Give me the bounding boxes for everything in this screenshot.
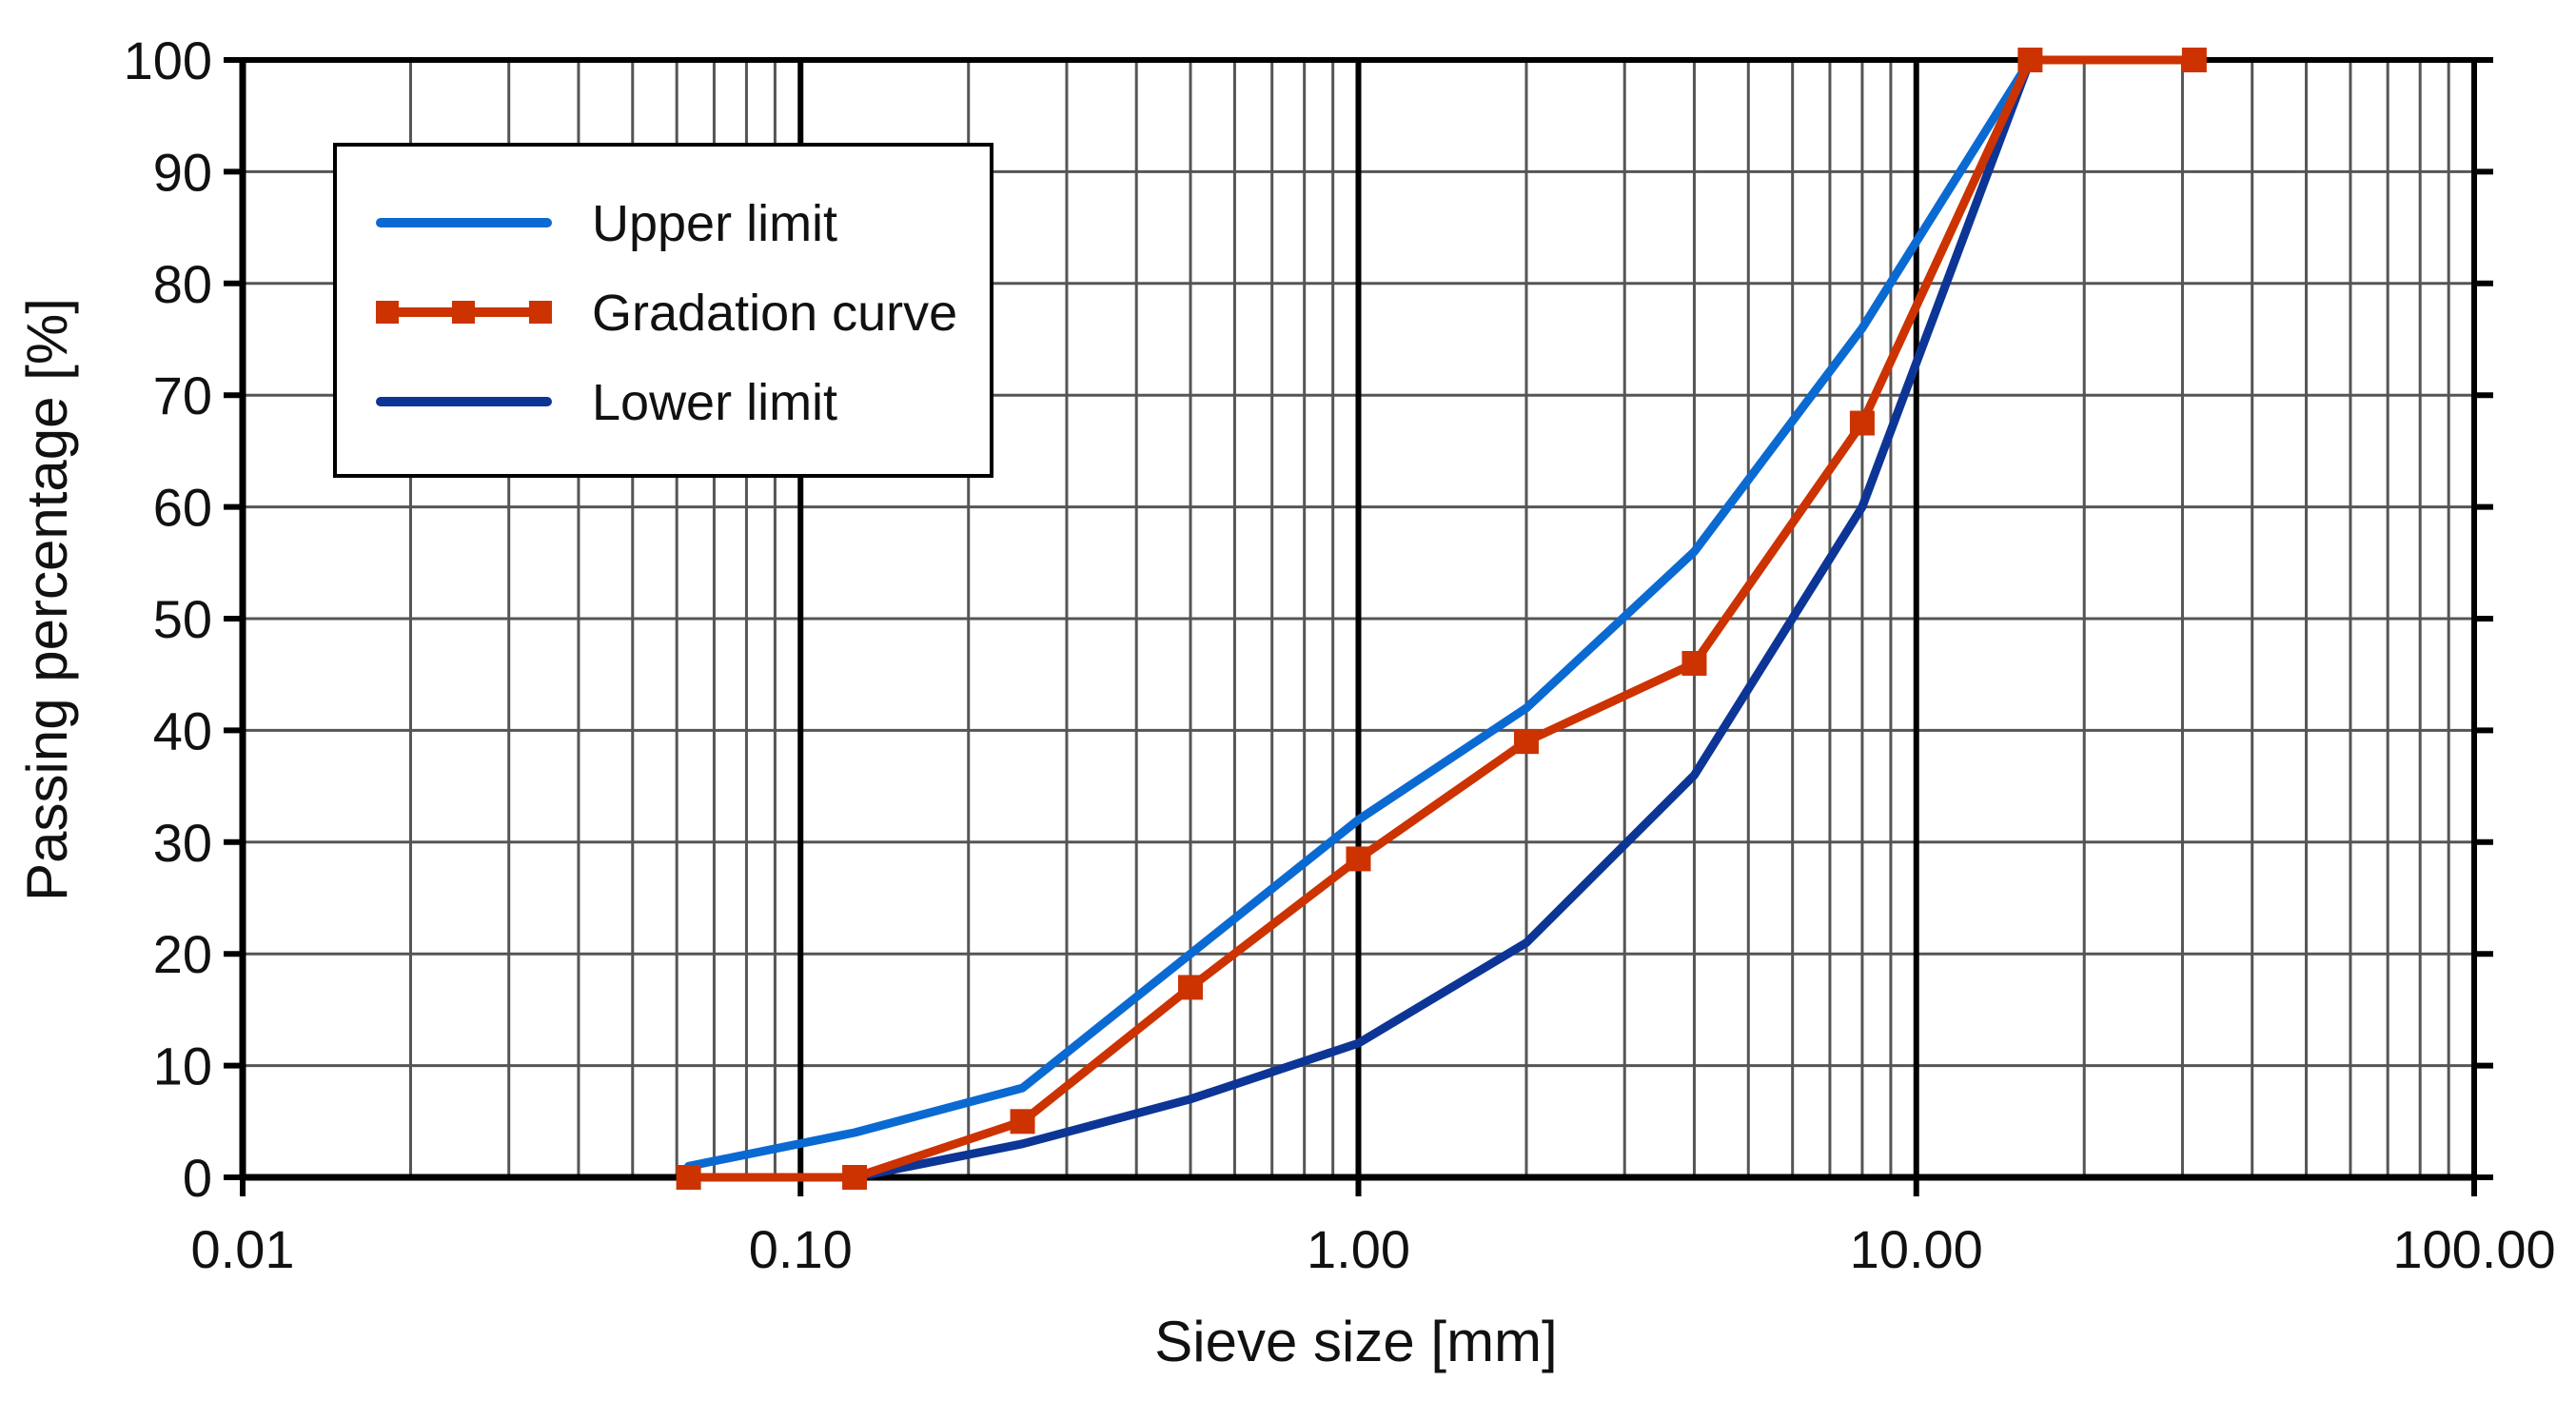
y-tick-label: 50 xyxy=(153,589,212,649)
y-tick-label: 60 xyxy=(153,478,212,538)
legend-item: Lower limit xyxy=(376,374,837,431)
y-tick-label: 20 xyxy=(153,924,212,984)
series-line xyxy=(684,55,2199,1182)
data-point xyxy=(1513,729,1539,755)
y-tick-label: 0 xyxy=(183,1148,212,1208)
data-point xyxy=(1346,846,1371,872)
x-tick-label: 10.00 xyxy=(1850,1219,1983,1279)
y-tick-label: 100 xyxy=(124,30,212,90)
legend-marker xyxy=(452,301,475,324)
legend-marker xyxy=(376,301,399,324)
series-line xyxy=(684,55,2035,1171)
data-point xyxy=(2017,48,2043,72)
data-point xyxy=(1849,410,1875,436)
y-tick-label: 70 xyxy=(153,365,212,425)
legend-label: Upper limit xyxy=(592,195,837,252)
series xyxy=(676,48,2207,1190)
legend: Upper limit Gradation curve Lower limit xyxy=(333,143,993,478)
x-axis-title: Sieve size [mm] xyxy=(1154,1310,1557,1373)
series-line xyxy=(684,55,2199,1182)
legend-label: Lower limit xyxy=(592,374,837,431)
data-point xyxy=(1010,1109,1035,1135)
series-gradation-curve xyxy=(676,48,2207,1190)
tick-labels: 0 10 20 30 40 50 60 70 80 90 100 0.01 0.10 1.00 10.00 1… xyxy=(124,30,2556,1279)
x-tick-label: 1.00 xyxy=(1307,1219,1410,1279)
data-point xyxy=(676,1165,701,1190)
y-tick-label: 30 xyxy=(153,813,212,873)
y-tick-label: 80 xyxy=(153,254,212,314)
y-axis-title: Passing percentage [%] xyxy=(15,298,79,901)
data-point xyxy=(1178,975,1204,1000)
legend-item: Upper limit xyxy=(376,195,837,252)
series-lower-limit xyxy=(684,55,2199,1182)
data-point xyxy=(842,1165,868,1190)
legend-label: Gradation curve xyxy=(592,285,957,342)
data-point xyxy=(2181,48,2207,72)
y-tick-label: 10 xyxy=(153,1036,212,1096)
x-tick-label: 0.01 xyxy=(191,1219,295,1279)
legend-item: Gradation curve xyxy=(376,285,957,342)
series-upper-limit xyxy=(684,55,2035,1171)
y-tick-label: 40 xyxy=(153,700,212,760)
y-tick-label: 90 xyxy=(153,142,212,202)
x-tick-label: 100.00 xyxy=(2392,1219,2555,1279)
data-point xyxy=(1681,650,1707,676)
legend-marker xyxy=(529,301,552,324)
x-tick-label: 0.10 xyxy=(749,1219,853,1279)
